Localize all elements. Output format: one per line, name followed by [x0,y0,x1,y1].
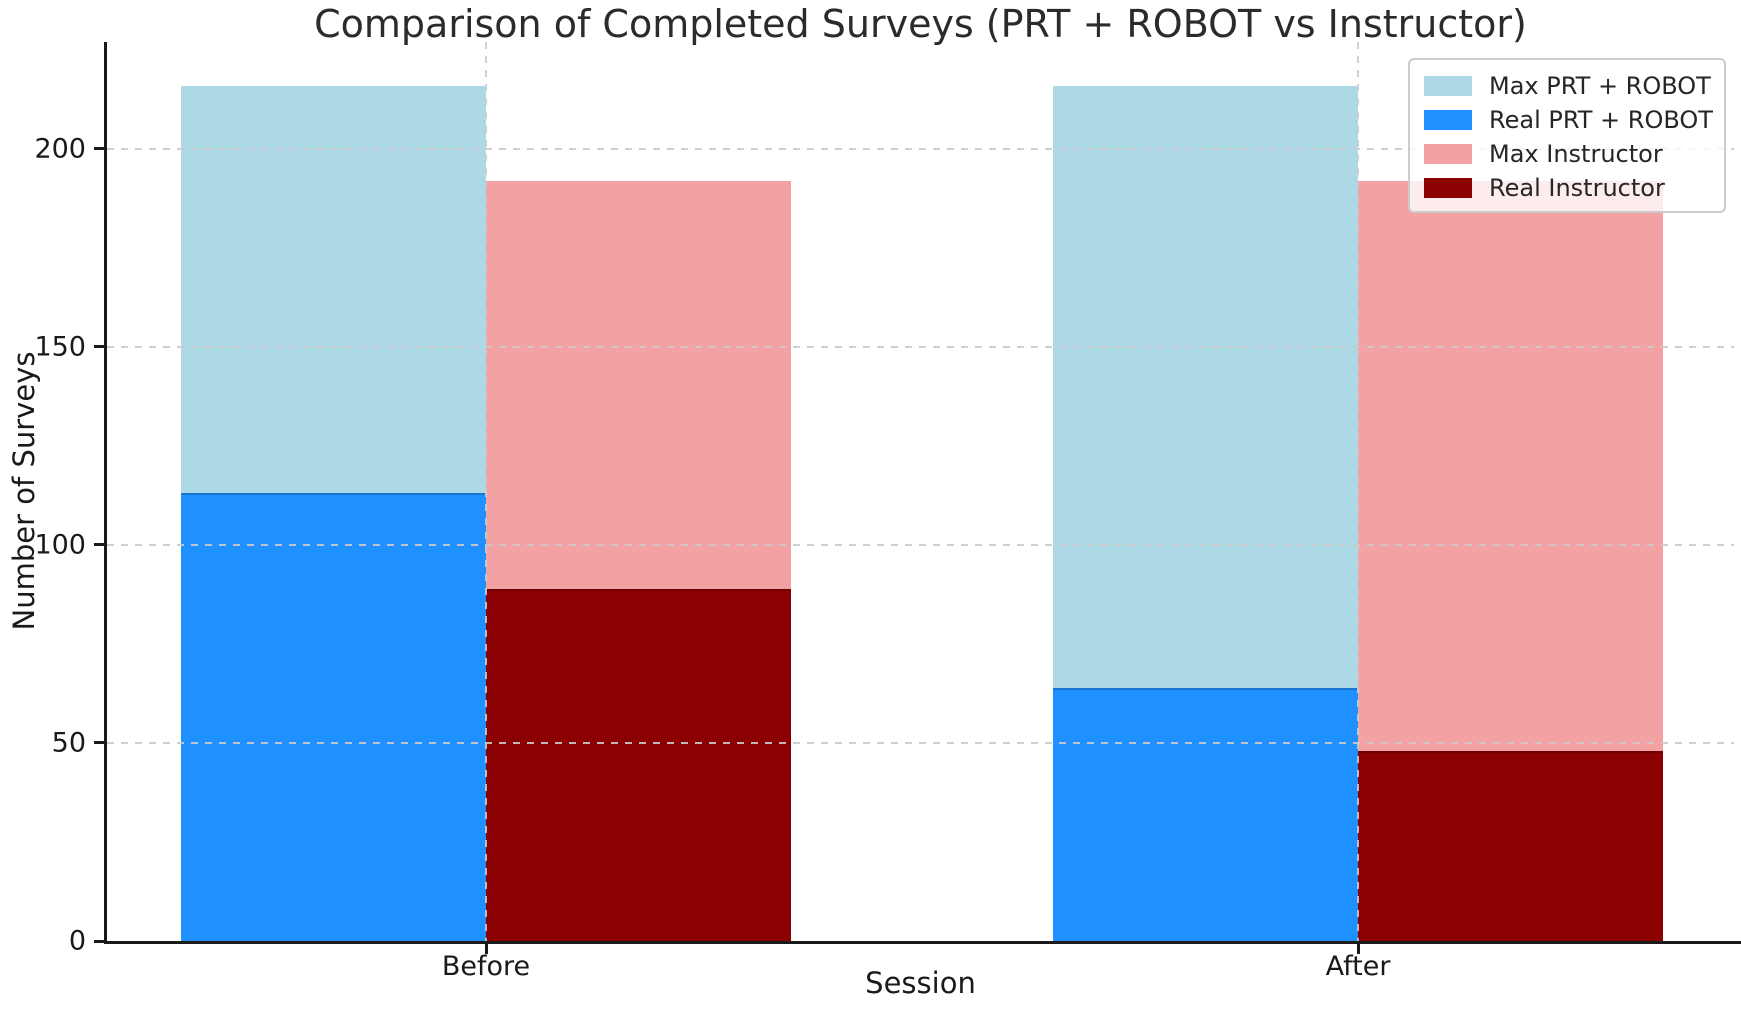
x-tick-label-after: After [1325,951,1391,982]
x-tick-before [484,944,488,954]
chart-title: Comparison of Completed Surveys (PRT + R… [314,2,1527,46]
gridline-x-before [485,42,487,941]
x-tick-after [1356,944,1360,954]
gridline-x-after [1357,42,1359,941]
legend-swatch-icon [1424,144,1472,164]
gridline-y-100 [107,543,1734,546]
y-axis-line [104,42,107,941]
legend-label: Max Instructor [1489,140,1663,168]
gridline-y-150 [107,345,1734,348]
legend-label: Max PRT + ROBOT [1489,72,1711,100]
y-tick-label-100: 100 [34,529,86,561]
gridline-y-50 [107,741,1734,744]
y-tick-label-0: 0 [68,925,86,957]
legend-swatch-icon [1424,178,1472,198]
legend-item-max-prt-robot: Max PRT + ROBOT [1410,69,1724,103]
legend-item-real-instructor: Real Instructor [1410,171,1724,205]
x-tick-label-before: Before [441,951,531,982]
y-tick-150 [94,345,104,349]
y-tick-label-150: 150 [34,331,86,363]
y-tick-label-50: 50 [51,727,86,759]
legend: Max PRT + ROBOT Real PRT + ROBOT Max Instr… [1408,58,1726,213]
y-tick-0 [94,939,104,943]
y-tick-100 [94,543,104,547]
legend-swatch-icon [1424,110,1472,130]
x-axis-label: Session [865,966,976,1000]
legend-item-real-prt-robot: Real PRT + ROBOT [1410,103,1724,137]
legend-label: Real PRT + ROBOT [1489,106,1713,134]
legend-item-max-instructor: Max Instructor [1410,137,1724,171]
bar-real-instructor-before [486,588,791,941]
legend-label: Real Instructor [1489,174,1665,202]
y-tick-50 [94,741,104,745]
y-tick-200 [94,147,104,151]
bar-real-instructor-after [1358,750,1663,941]
plot-area: Max PRT + ROBOT Real PRT + ROBOT Max Instr… [34,42,1741,982]
x-axis-line [104,941,1741,944]
legend-swatch-icon [1424,76,1472,96]
gridline-y-200 [107,147,1734,150]
bar-real-prt-robot-after [1053,687,1358,941]
bar-real-prt-robot-before [181,493,486,941]
y-axis-label: Number of Surveys [7,351,41,631]
y-tick-label-200: 200 [34,133,86,165]
